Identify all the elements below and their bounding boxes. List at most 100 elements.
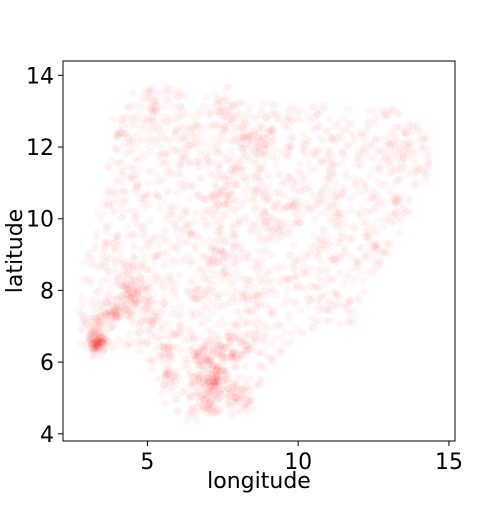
- data-point: [92, 242, 100, 250]
- data-point: [213, 367, 221, 375]
- data-point: [314, 274, 322, 282]
- data-point: [147, 165, 155, 173]
- data-point: [405, 194, 413, 202]
- data-point: [117, 158, 125, 166]
- data-point: [245, 387, 253, 395]
- data-point: [372, 241, 380, 249]
- data-point: [342, 173, 350, 181]
- data-point: [336, 269, 344, 277]
- data-point: [314, 283, 322, 291]
- data-point: [146, 316, 154, 324]
- data-point: [235, 175, 243, 183]
- data-point: [135, 347, 143, 355]
- data-point: [167, 169, 175, 177]
- data-point: [157, 126, 165, 134]
- data-point: [308, 323, 316, 331]
- data-point: [392, 150, 400, 158]
- data-point: [187, 229, 195, 237]
- data-point: [258, 263, 266, 271]
- data-point: [218, 170, 226, 178]
- data-point: [119, 295, 127, 303]
- data-point: [182, 287, 190, 295]
- data-point: [395, 229, 403, 237]
- data-point: [340, 127, 348, 135]
- data-point: [330, 197, 338, 205]
- data-point: [283, 115, 291, 123]
- data-point: [297, 116, 305, 124]
- data-point: [411, 178, 419, 186]
- data-point: [219, 125, 227, 133]
- data-point: [154, 273, 162, 281]
- data-point: [395, 144, 403, 152]
- data-point: [137, 154, 145, 162]
- data-point: [102, 263, 110, 271]
- data-point: [197, 379, 205, 387]
- data-point: [221, 368, 229, 376]
- data-point: [116, 241, 124, 249]
- data-point: [292, 325, 300, 333]
- data-point: [81, 315, 89, 323]
- data-point: [409, 122, 417, 130]
- data-point: [208, 135, 216, 143]
- data-point: [179, 133, 187, 141]
- data-point: [170, 103, 178, 111]
- data-point: [349, 133, 357, 141]
- data-point: [149, 357, 157, 365]
- data-point: [241, 117, 249, 125]
- data-point: [403, 170, 411, 178]
- data-point: [265, 182, 273, 190]
- data-point: [355, 297, 363, 305]
- data-point: [235, 338, 243, 346]
- data-point: [198, 253, 206, 261]
- data-point: [354, 189, 362, 197]
- data-point: [200, 212, 208, 220]
- data-point: [165, 113, 173, 121]
- data-point: [206, 169, 214, 177]
- data-point: [84, 334, 92, 342]
- data-point: [273, 219, 281, 227]
- data-point: [244, 340, 252, 348]
- data-point: [105, 325, 113, 333]
- data-point: [117, 116, 125, 124]
- data-point: [250, 131, 258, 139]
- data-point: [176, 102, 184, 110]
- data-point: [325, 115, 333, 123]
- data-point: [340, 281, 348, 289]
- data-point: [196, 320, 204, 328]
- data-point: [225, 279, 233, 287]
- data-point: [167, 202, 175, 210]
- data-point: [259, 288, 267, 296]
- data-point: [376, 257, 384, 265]
- data-point: [205, 294, 213, 302]
- data-point: [327, 214, 335, 222]
- data-point: [194, 157, 202, 165]
- data-point: [305, 160, 313, 168]
- data-point: [118, 215, 126, 223]
- data-point: [345, 270, 353, 278]
- data-point: [233, 287, 241, 295]
- data-point: [202, 93, 210, 101]
- data-point: [243, 152, 251, 160]
- data-point: [195, 402, 203, 410]
- data-point: [145, 116, 153, 124]
- data-point: [287, 142, 295, 150]
- data-point: [120, 143, 128, 151]
- y-tick-label: 12: [26, 136, 54, 161]
- x-axis: 5 10 15: [140, 441, 463, 475]
- data-point: [129, 133, 137, 141]
- data-point: [348, 120, 356, 128]
- data-point: [212, 331, 220, 339]
- data-point: [240, 100, 248, 108]
- data-point: [217, 277, 225, 285]
- data-point: [317, 257, 325, 265]
- data-point: [183, 251, 191, 259]
- data-point: [77, 293, 85, 301]
- data-point: [244, 407, 252, 415]
- data-point: [103, 224, 111, 232]
- data-point: [134, 307, 142, 315]
- data-point: [383, 154, 391, 162]
- data-point: [177, 113, 185, 121]
- data-point: [365, 171, 373, 179]
- data-point: [349, 279, 357, 287]
- axes-frame: [62, 60, 456, 442]
